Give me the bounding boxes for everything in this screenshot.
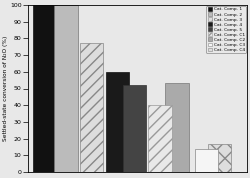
Legend: Cat. Comp. 1, Cat. Comp. 2, Cat. Comp. 3, Cat. Comp. 4, Cat. Comp. 5, Cat. Comp.: Cat. Comp. 1, Cat. Comp. 2, Cat. Comp. 3…	[206, 6, 246, 53]
Bar	[165, 83, 188, 172]
Bar	[80, 43, 104, 172]
Bar	[208, 144, 231, 172]
Bar	[122, 85, 146, 172]
Bar	[148, 105, 172, 172]
Bar	[54, 5, 78, 172]
Bar	[33, 5, 56, 172]
Bar	[106, 72, 129, 172]
Bar	[195, 149, 218, 172]
Y-axis label: Settled-state conversion of N₂O (%): Settled-state conversion of N₂O (%)	[3, 36, 8, 141]
